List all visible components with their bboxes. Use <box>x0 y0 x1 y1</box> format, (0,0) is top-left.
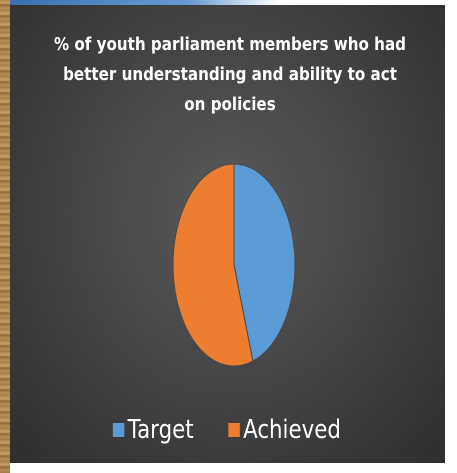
right-margin <box>445 0 457 473</box>
legend-label-target: Target <box>127 415 194 445</box>
pie-slice-achieved <box>172 163 254 367</box>
pie-slice-target <box>233 163 296 362</box>
chart-legend: Target Achieved <box>0 410 457 450</box>
bottom-margin <box>10 463 457 473</box>
legend-label-achieved: Achieved <box>243 415 341 445</box>
legend-swatch-achieved <box>228 423 240 437</box>
wood-frame-edge <box>0 0 10 473</box>
legend-swatch-target <box>112 423 125 437</box>
legend-item-target: Target <box>112 415 194 445</box>
legend-item-achieved: Achieved <box>228 415 341 445</box>
top-color-strip <box>10 0 457 5</box>
chart-title: % of youth parliament members who had be… <box>54 34 406 115</box>
